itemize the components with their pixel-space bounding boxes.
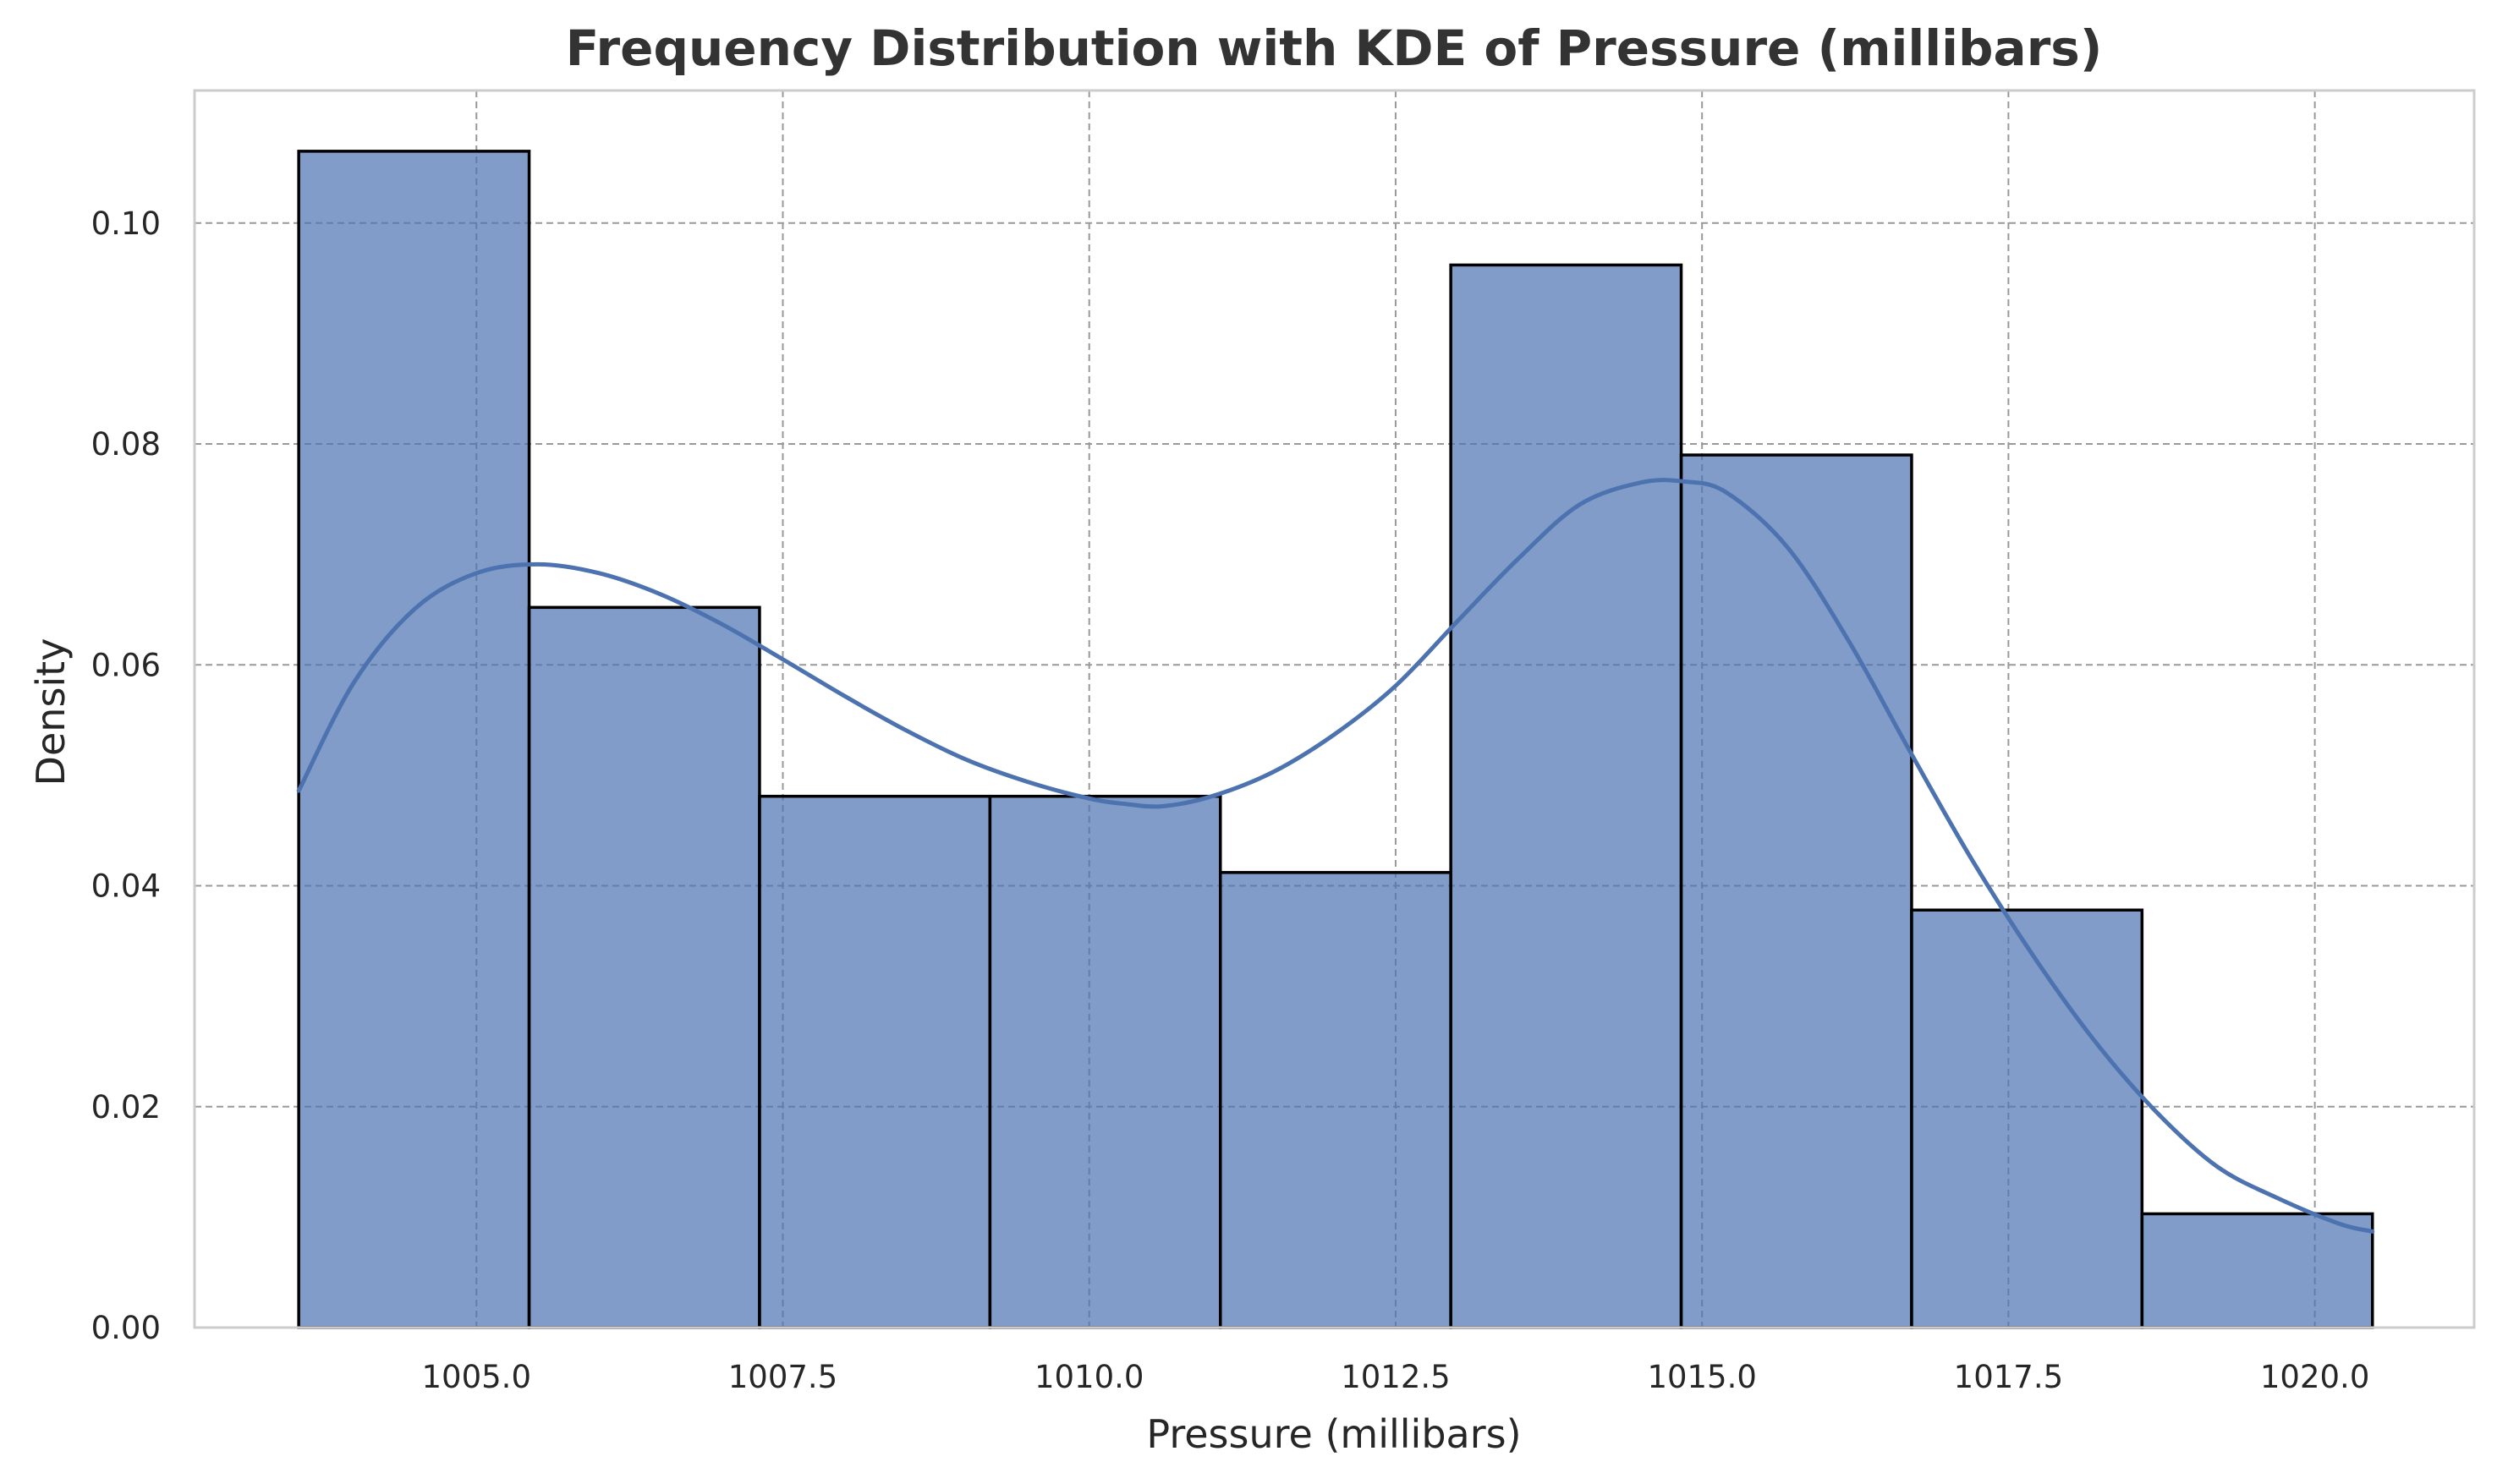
histogram-bar xyxy=(988,794,1222,1329)
x-axis-label: Pressure (millibars) xyxy=(1146,1411,1521,1457)
y-tick-label: 0.02 xyxy=(91,1089,161,1125)
x-tick-label: 1015.0 xyxy=(1647,1359,1756,1395)
x-tick-label: 1005.0 xyxy=(422,1359,531,1395)
kde-curve-group xyxy=(296,478,2375,1234)
y-tick-label: 0.04 xyxy=(91,868,161,905)
chart-title: Frequency Distribution with KDE of Press… xyxy=(566,19,2103,77)
histogram-bar xyxy=(527,605,761,1329)
histogram-bars xyxy=(297,150,2374,1329)
histogram-bar xyxy=(2140,1212,2374,1329)
histogram-bar xyxy=(1910,908,2144,1329)
histogram-bar xyxy=(1679,453,1913,1329)
histogram-bar xyxy=(1449,263,1683,1329)
y-axis-ticks: 0.00 0.02 0.04 0.06 0.08 0.10 xyxy=(91,205,161,1346)
x-tick-label: 1010.0 xyxy=(1034,1359,1144,1395)
kde-curve xyxy=(296,478,2375,1234)
x-tick-label: 1020.0 xyxy=(2260,1359,2369,1395)
plot-area-frame xyxy=(193,89,2476,1329)
y-tick-label: 0.06 xyxy=(91,647,161,683)
x-tick-label: 1012.5 xyxy=(1341,1359,1450,1395)
histogram-bar xyxy=(758,794,992,1329)
histogram-bar xyxy=(1219,871,1452,1329)
x-axis-ticks: 1005.0 1007.5 1010.0 1012.5 1015.0 1017.5 1020… xyxy=(422,1359,2370,1395)
x-tick-label: 1007.5 xyxy=(728,1359,837,1395)
y-axis-label: Density xyxy=(28,638,74,786)
y-tick-label: 0.08 xyxy=(91,426,161,463)
y-tick-label: 0.10 xyxy=(91,205,161,242)
x-tick-label: 1017.5 xyxy=(1954,1359,2063,1395)
histogram-bar xyxy=(297,150,531,1329)
y-tick-label: 0.00 xyxy=(91,1310,161,1346)
